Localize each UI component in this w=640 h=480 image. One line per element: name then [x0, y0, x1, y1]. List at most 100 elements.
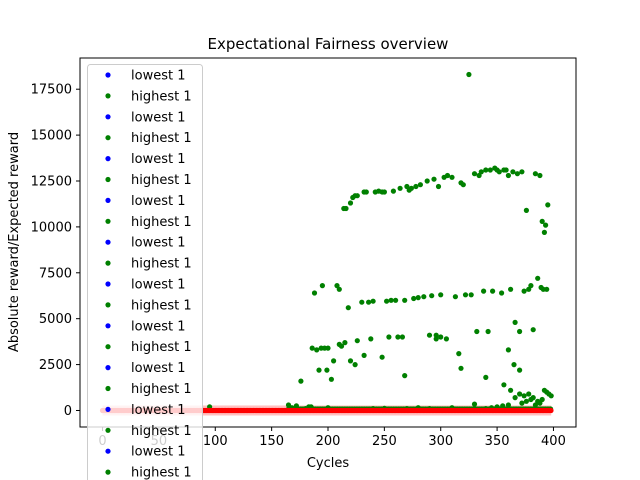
data-point-highest [514, 171, 521, 177]
y-axis: 0 2500 5000 7500 10000 12500 15000 17500 [31, 83, 80, 419]
legend-marker [105, 302, 111, 308]
data-point-highest [539, 396, 545, 403]
legend-box [87, 64, 203, 480]
data-point-highest [444, 172, 451, 179]
data-point-highest [395, 334, 401, 340]
data-point-highest [458, 365, 464, 371]
y-tick-label: 2500 [39, 358, 72, 373]
x-tick-label: 350 [485, 434, 510, 449]
data-point-highest [366, 299, 372, 305]
data-point-highest [508, 387, 514, 393]
data-point-highest [517, 391, 523, 397]
data-point-highest [530, 395, 536, 401]
data-point-highest [443, 336, 449, 342]
legend-marker [105, 135, 111, 141]
legend-label: highest 1 [131, 173, 192, 188]
data-point-highest [512, 319, 518, 325]
legend-marker [105, 281, 111, 287]
data-point-highest [426, 332, 433, 338]
legend-marker [105, 365, 111, 371]
data-point-highest [417, 182, 423, 188]
data-point-highest [397, 185, 403, 191]
data-point-highest [519, 169, 525, 175]
data-point-highest [499, 290, 505, 296]
data-point-highest [352, 362, 358, 368]
x-tick-label: 300 [428, 434, 453, 449]
legend-marker [105, 218, 111, 224]
data-point-highest [328, 376, 334, 382]
y-tick-label: 15000 [31, 129, 72, 144]
data-point-highest [510, 169, 516, 175]
y-tick-label: 17500 [31, 83, 72, 98]
data-point-highest [462, 292, 469, 298]
data-point-highest [456, 351, 462, 357]
legend-marker [105, 323, 111, 329]
x-tick-label: 200 [316, 434, 341, 449]
baseline-line [102, 407, 552, 413]
data-point-highest [487, 167, 493, 173]
data-point-highest [433, 332, 439, 338]
data-point-highest [483, 374, 489, 380]
data-point-highest [429, 293, 435, 299]
legend-marker [105, 406, 111, 412]
data-point-highest [431, 176, 437, 182]
legend-marker [105, 239, 111, 245]
data-point-highest [452, 294, 458, 300]
data-point-highest [354, 338, 360, 344]
data-point-highest [501, 382, 507, 388]
data-point-highest [537, 172, 543, 179]
data-point-highest [336, 286, 342, 292]
data-point-highest [408, 185, 414, 191]
data-point-highest [505, 402, 511, 408]
legend-label: lowest 1 [131, 236, 185, 251]
legend-label: highest 1 [131, 131, 192, 146]
legend-label: highest 1 [131, 382, 192, 397]
data-point-highest [347, 200, 354, 206]
data-point-highest [466, 71, 472, 78]
data-point-highest [511, 362, 517, 368]
data-point-highest [543, 222, 549, 228]
data-point-highest [415, 295, 421, 301]
data-point-highest [512, 395, 518, 401]
legend-marker [105, 156, 111, 162]
data-point-highest [316, 367, 322, 373]
x-tick-label: 400 [541, 434, 566, 449]
data-point-highest [404, 183, 410, 190]
data-point-highest [343, 205, 349, 212]
data-point-highest [521, 393, 527, 399]
data-point-highest [424, 178, 430, 184]
data-point-highest [435, 183, 442, 190]
data-point-highest [505, 347, 511, 353]
data-point-highest [370, 298, 376, 304]
data-point-highest [386, 334, 392, 340]
legend-marker [105, 72, 111, 78]
data-point-highest [399, 334, 405, 340]
data-point-highest [481, 288, 487, 294]
plot-area [99, 71, 554, 416]
data-point-highest [411, 295, 417, 302]
data-point-highest [345, 305, 351, 311]
legend-marker [105, 385, 111, 392]
data-point-highest [490, 288, 496, 294]
data-point-highest [541, 229, 548, 235]
data-point-highest [354, 193, 360, 199]
data-point-highest [539, 218, 545, 224]
legend-label: lowest 1 [131, 445, 185, 460]
data-point-highest [379, 354, 385, 360]
legend-marker [105, 93, 111, 99]
data-point-highest [421, 294, 427, 300]
y-tick-label: 7500 [39, 266, 72, 281]
data-point-highest [433, 336, 439, 342]
data-point-highest [342, 340, 348, 346]
data-point-highest [503, 167, 509, 173]
data-point-highest [523, 207, 530, 213]
data-point-highest [359, 299, 365, 305]
data-point-highest [361, 352, 367, 358]
data-point-highest [438, 334, 444, 340]
data-point-highest [519, 400, 525, 406]
data-point-highest [471, 171, 478, 177]
data-point-highest [324, 367, 330, 373]
data-point-highest [331, 358, 337, 364]
data-point-highest [485, 328, 491, 335]
